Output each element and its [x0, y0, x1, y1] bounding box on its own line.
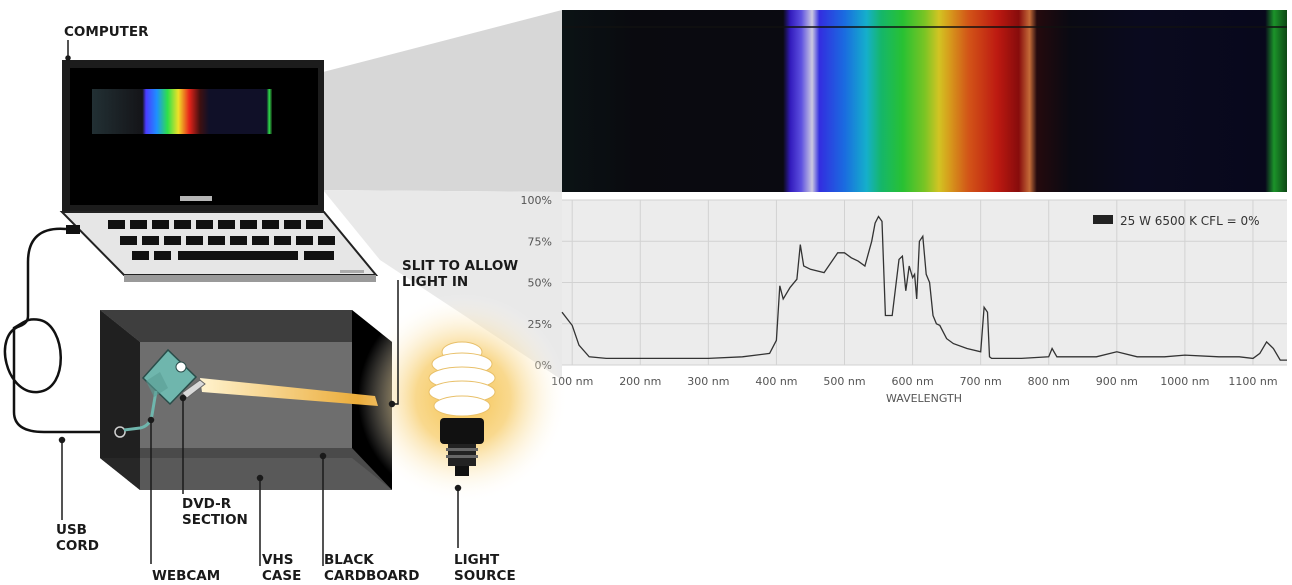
x-tick-label: 500 nm [823, 375, 865, 388]
x-tick-label: 800 nm [1028, 375, 1070, 388]
x-tick-label: 700 nm [960, 375, 1002, 388]
laptop-keys [108, 220, 335, 260]
webcam [123, 348, 198, 432]
vhs-box [100, 310, 392, 490]
x-tick-label: 200 nm [619, 375, 661, 388]
box-bottom [100, 458, 392, 490]
legend: 25 W 6500 K CFL = 0% [1093, 214, 1260, 228]
x-tick-label: 1100 nm [1228, 375, 1277, 388]
laptop-screen [70, 68, 318, 205]
x-tick-label: 900 nm [1096, 375, 1138, 388]
y-tick-label: 75% [528, 235, 552, 248]
laptop-key [230, 236, 247, 245]
laptop-key [154, 251, 171, 260]
label-dvd-line1: DVD-R [182, 496, 232, 512]
label-vhs-line2: CASE [262, 568, 301, 584]
label-vhs-line1: VHS [262, 552, 293, 568]
y-tick-label: 50% [528, 277, 552, 290]
label-light-line2: SOURCE [454, 568, 516, 584]
cfl-bulb [428, 341, 496, 476]
series-line-cfl [561, 215, 1287, 361]
laptop-front-edge [124, 275, 376, 282]
laptop-key [164, 236, 181, 245]
box-top [100, 310, 392, 342]
laptop-key [262, 220, 279, 229]
laptop-screen-spectrum [92, 89, 272, 134]
label-usb-line1: USB [56, 522, 87, 538]
laptop-key [142, 236, 159, 245]
label-slit-line2: LIGHT IN [402, 274, 468, 290]
usb-plug [66, 225, 80, 234]
x-axis-label: WAVELENGTH [886, 392, 962, 405]
laptop-key [306, 220, 323, 229]
label-black-line2: CARDBOARD [324, 568, 419, 584]
leader-lines [58, 40, 462, 566]
laptop-key [186, 236, 203, 245]
x-tick-label: 600 nm [891, 375, 933, 388]
laptop-key [208, 236, 225, 245]
laptop-key [240, 220, 257, 229]
laptop-key [174, 220, 191, 229]
laptop [59, 60, 379, 282]
laptop-key [108, 220, 125, 229]
bulb-base [440, 418, 484, 444]
label-computer: COMPUTER [64, 24, 149, 40]
laptop-key [274, 236, 291, 245]
laptop-key [304, 251, 334, 260]
laptop-key [296, 236, 313, 245]
usb-port [114, 426, 126, 438]
x-tick-label: 300 nm [687, 375, 729, 388]
laptop-key [132, 251, 149, 260]
light-beam [200, 378, 378, 406]
x-tick-label: 1000 nm [1160, 375, 1209, 388]
label-usb-line2: CORD [56, 538, 99, 554]
light-source [358, 293, 568, 503]
laptop-key [252, 236, 269, 245]
laptop-key [120, 236, 137, 245]
laptop-spacebar [178, 251, 298, 260]
laptop-key [218, 220, 235, 229]
laptop-screen-bar [180, 196, 212, 201]
x-axis-ticks: 100 nm 200 nm 300 nm 400 nm 500 nm 600 nm 700 … [551, 375, 1277, 388]
legend-swatch [1093, 215, 1113, 224]
laptop-key [284, 220, 301, 229]
label-light-line1: LIGHT [454, 552, 500, 568]
label-dvd-line2: SECTION [182, 512, 248, 528]
laptop-key [130, 220, 147, 229]
label-webcam: WEBCAM [152, 568, 220, 584]
spectrum-image [562, 10, 1287, 192]
laptop-key [196, 220, 213, 229]
y-tick-label: 100% [521, 194, 552, 207]
laptop-key [152, 220, 169, 229]
legend-label: 25 W 6500 K CFL = 0% [1120, 214, 1260, 228]
label-slit-line1: SLIT TO ALLOW [402, 258, 518, 274]
laptop-key [318, 236, 335, 245]
label-black-line1: BLACK [324, 552, 374, 568]
usb-cord [3, 225, 114, 434]
x-tick-label: 400 nm [755, 375, 797, 388]
